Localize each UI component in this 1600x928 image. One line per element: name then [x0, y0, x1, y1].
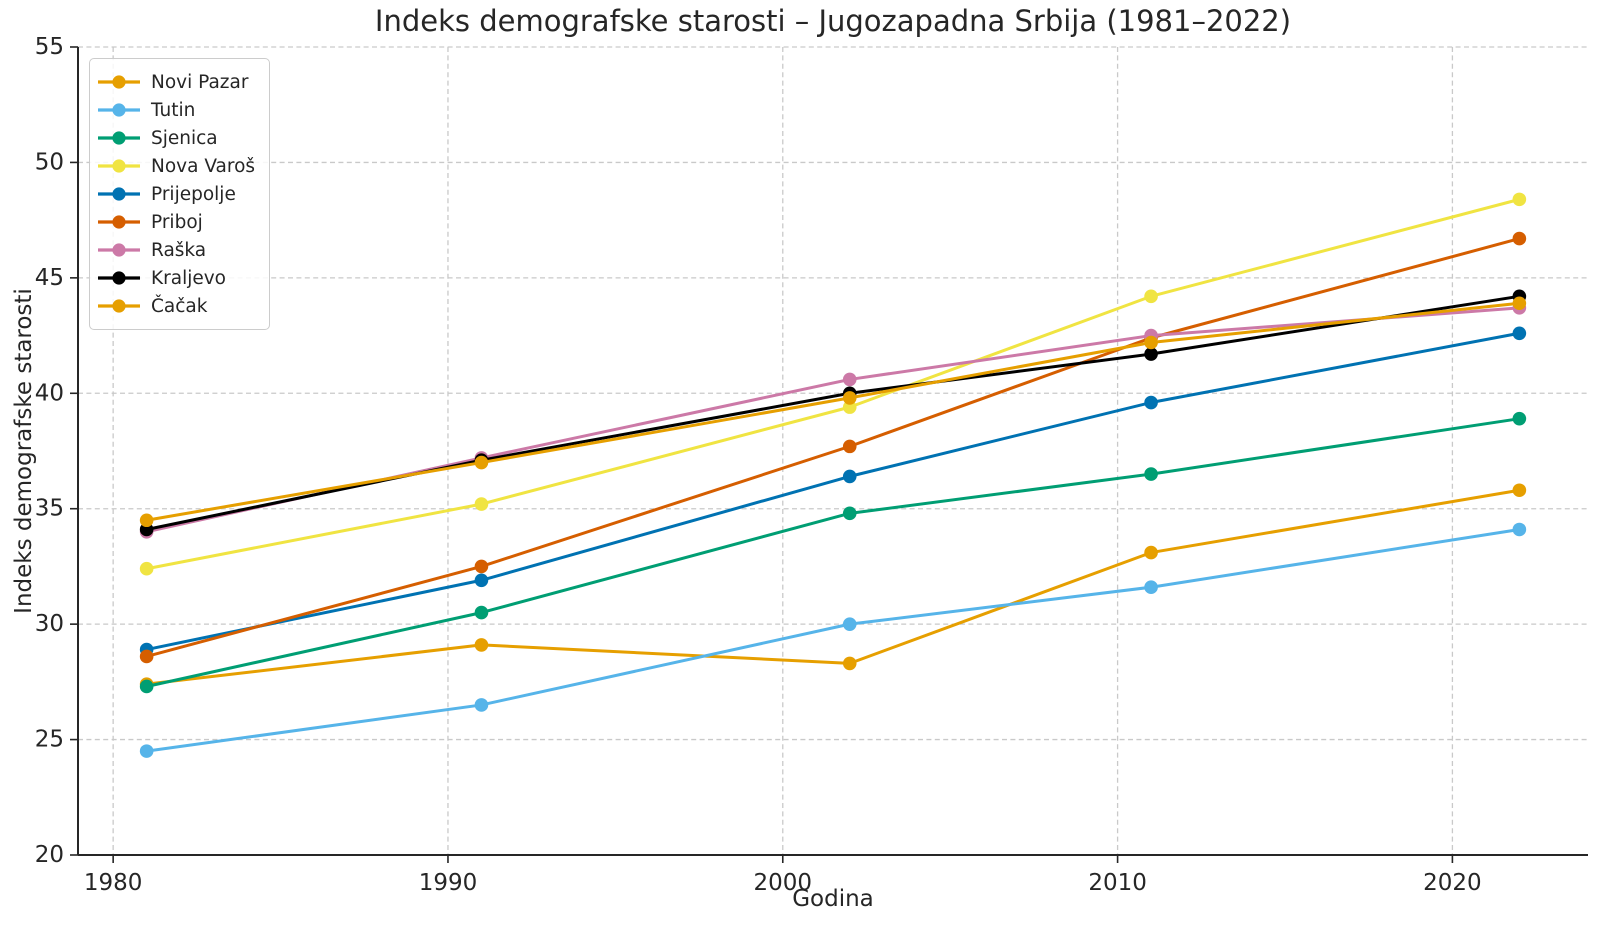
data-point-cacak: [1144, 335, 1158, 350]
legend-item-sjenica: Sjenica: [96, 124, 255, 152]
x-tick-label: 2010: [1088, 870, 1147, 896]
x-tick-label: 1980: [84, 870, 143, 896]
data-point-sjenica: [1144, 467, 1158, 481]
data-point-tutin: [474, 698, 489, 712]
data-point-priboj: [139, 649, 154, 664]
x-tick-label: 1990: [419, 870, 478, 896]
legend-item-kraljevo: Kraljevo: [96, 264, 255, 292]
y-axis-title: Indeks demografske starosti: [11, 288, 37, 614]
data-point-novi-pazar: [1144, 545, 1158, 560]
data-point-novi-pazar: [474, 638, 489, 652]
data-point-priboj: [1512, 231, 1527, 246]
y-tick-label: 35: [35, 496, 64, 522]
legend-swatch-icon: [98, 215, 140, 229]
y-tick-label: 25: [35, 727, 64, 753]
legend-item-label: Kraljevo: [151, 267, 227, 289]
legend-swatch-icon: [98, 159, 140, 173]
series-line-sjenica: [145, 417, 1521, 688]
data-point-prijepolje: [1144, 395, 1158, 410]
legend-swatch-icon: [98, 243, 140, 257]
legend-swatch-icon: [98, 75, 140, 89]
legend-item-raska: Raška: [96, 236, 255, 264]
legend-marker-sample: [112, 187, 126, 201]
y-tick-label: 20: [35, 842, 64, 868]
legend-swatch-icon: [98, 299, 140, 313]
legend-marker-sample: [112, 131, 126, 145]
legend-swatch-icon: [98, 103, 140, 117]
legend-marker-sample: [112, 75, 126, 89]
legend-item-label: Prijepolje: [151, 183, 236, 205]
series-line-raska: [145, 306, 1521, 534]
legend-item-tutin: Tutin: [96, 96, 255, 124]
legend-marker-sample: [112, 243, 126, 257]
data-point-sjenica: [139, 679, 154, 694]
legend-marker-sample: [112, 103, 126, 117]
legend-marker-sample: [112, 299, 126, 313]
legend-item-prijepolje: Prijepolje: [96, 180, 255, 208]
data-point-prijepolje: [842, 469, 857, 484]
data-point-sjenica: [842, 506, 857, 521]
x-axis-title: Godina: [792, 886, 874, 912]
y-tick-label: 45: [35, 265, 64, 291]
legend-item-cacak: Čačak: [96, 292, 255, 320]
data-point-nova-varos: [1144, 289, 1158, 304]
legend-swatch-icon: [98, 187, 140, 201]
y-tick-label: 50: [35, 149, 64, 175]
data-point-sjenica: [474, 605, 489, 620]
data-point-nova-varos: [139, 561, 154, 576]
data-point-prijepolje: [1512, 326, 1527, 341]
legend-item-label: Čačak: [151, 295, 208, 317]
data-point-prijepolje: [474, 573, 489, 588]
x-tick-label: 2000: [754, 870, 813, 896]
data-point-sjenica: [1512, 411, 1527, 426]
data-point-priboj: [474, 559, 489, 574]
legend-item-novi-pazar: Novi Pazar: [96, 68, 255, 96]
data-point-tutin: [842, 617, 857, 631]
legend-marker-sample: [112, 215, 126, 229]
y-tick-label: 40: [35, 380, 64, 406]
data-point-cacak: [1512, 296, 1527, 311]
legend-item-nova-varos: Nova Varoš: [96, 152, 255, 180]
chart-title: Indeks demografske starosti – Jugozapadn…: [374, 4, 1292, 38]
data-point-priboj: [842, 439, 857, 454]
legend-item-label: Nova Varoš: [151, 155, 256, 177]
legend-item-label: Raška: [151, 239, 207, 261]
legend-item-label: Novi Pazar: [151, 71, 249, 93]
data-point-cacak: [842, 391, 857, 405]
legend-item-label: Sjenica: [151, 127, 218, 149]
data-point-raska: [842, 372, 857, 387]
data-point-cacak: [139, 513, 154, 528]
legend-item-label: Tutin: [151, 99, 196, 121]
data-point-tutin: [139, 744, 154, 758]
series-line-priboj: [145, 237, 1521, 658]
x-tick-label: 2020: [1423, 870, 1482, 896]
data-point-tutin: [1144, 580, 1158, 595]
legend: Novi Pazar Tutin Sjenica Nova Varoš Prijepol…: [89, 58, 271, 330]
legend-marker-sample: [112, 159, 126, 173]
legend-swatch-icon: [98, 271, 140, 285]
y-tick-label: 55: [35, 34, 64, 60]
data-point-nova-varos: [1512, 192, 1527, 207]
data-point-nova-varos: [474, 497, 489, 511]
data-point-cacak: [474, 455, 489, 470]
data-point-kraljevo: [1144, 347, 1158, 361]
legend-item-label: Priboj: [151, 211, 203, 233]
legend-item-priboj: Priboj: [96, 208, 255, 236]
legend-swatch-icon: [98, 131, 140, 145]
legend-marker-sample: [112, 271, 126, 285]
data-point-tutin: [1512, 522, 1527, 537]
data-point-novi-pazar: [1512, 483, 1527, 498]
data-point-novi-pazar: [842, 656, 857, 671]
y-tick-label: 30: [35, 611, 64, 637]
